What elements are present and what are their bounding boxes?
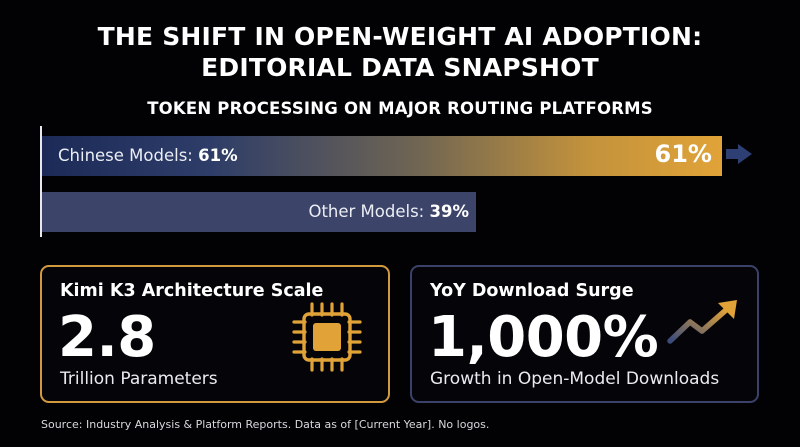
bar-label-chinese-text: Chinese Models: xyxy=(58,146,193,165)
yoy-download-card: YoY Download Surge 1,000% Growth in Open… xyxy=(410,265,759,403)
bar-label-chinese-models: Chinese Models: 61% xyxy=(58,146,238,165)
bar-arrow-icon xyxy=(725,144,752,164)
kimi-card-title: Kimi K3 Architecture Scale xyxy=(60,281,324,301)
trend-up-icon xyxy=(667,300,737,344)
page-title-line-2: EDITORIAL DATA SNAPSHOT xyxy=(201,53,599,82)
bar-other-models xyxy=(42,192,477,232)
source-note: Source: Industry Analysis & Platform Rep… xyxy=(41,418,490,431)
bar-label-other-text: Other Models: xyxy=(308,202,425,221)
bar-label-chinese-value: 61% xyxy=(198,146,238,165)
chart-title: TOKEN PROCESSING ON MAJOR ROUTING PLATFO… xyxy=(147,99,653,118)
kimi-k3-card: Kimi K3 Architecture Scale 2.8 Trillion … xyxy=(40,265,390,403)
kimi-card-value: 2.8 xyxy=(58,305,156,370)
kimi-card-caption: Trillion Parameters xyxy=(60,369,218,389)
yoy-card-caption: Growth in Open-Model Downloads xyxy=(430,369,720,389)
page-title-line-1: THE SHIFT IN OPEN-WEIGHT AI ADOPTION: xyxy=(97,22,703,51)
bar-label-other-value: 39% xyxy=(429,202,470,221)
bar-end-value-label: 61% xyxy=(654,140,712,168)
chart-axis-line xyxy=(40,126,42,237)
chip-icon xyxy=(292,302,362,372)
yoy-card-title: YoY Download Surge xyxy=(430,281,634,301)
bar-label-other-models: Other Models: 39% xyxy=(308,202,469,221)
bar-chinese-models xyxy=(42,136,722,176)
yoy-card-value: 1,000% xyxy=(428,305,659,370)
